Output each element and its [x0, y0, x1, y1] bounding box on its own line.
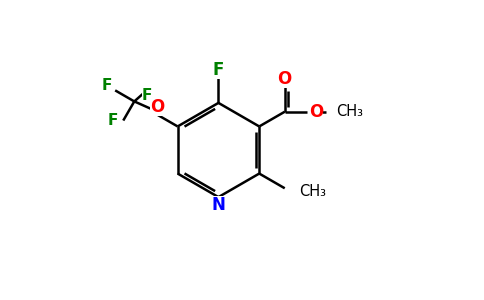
Text: O: O — [309, 103, 323, 121]
Text: F: F — [213, 61, 224, 79]
Text: CH₃: CH₃ — [299, 184, 326, 199]
Text: F: F — [102, 78, 112, 93]
Text: N: N — [212, 196, 226, 214]
Text: F: F — [107, 113, 118, 128]
Text: CH₃: CH₃ — [336, 104, 363, 119]
Text: O: O — [278, 70, 292, 88]
Text: O: O — [150, 98, 164, 116]
Text: F: F — [141, 88, 152, 103]
